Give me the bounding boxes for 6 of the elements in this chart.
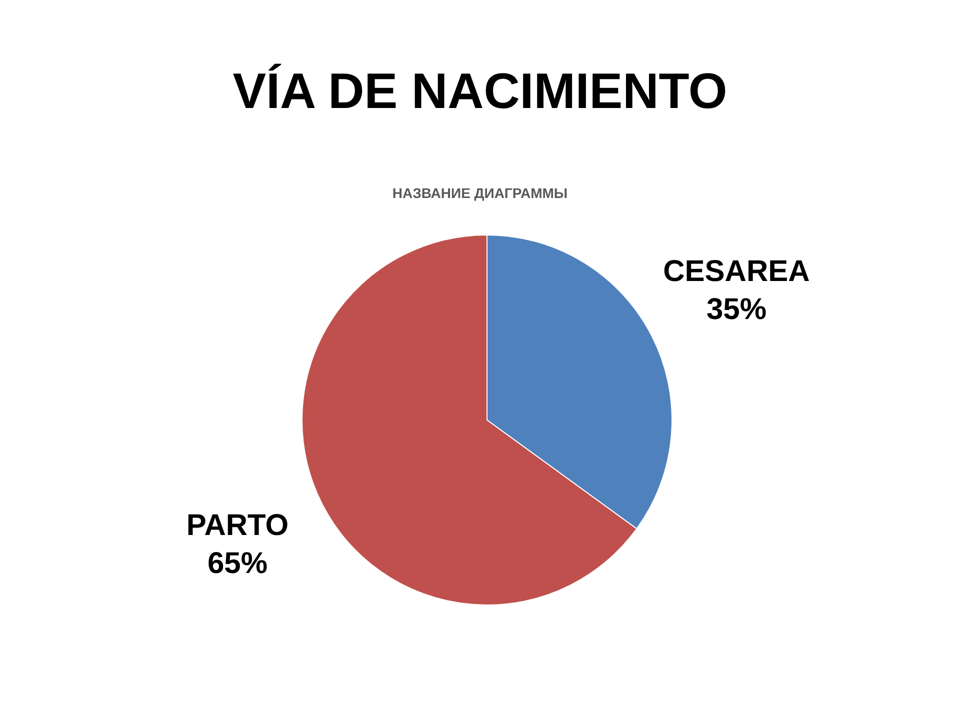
slice-label: CESAREA: [663, 254, 810, 288]
data-label: 65%: [207, 547, 268, 580]
chart-title: VÍA DE NACIMIENTO: [232, 63, 728, 119]
slice-label: PARTO: [186, 509, 289, 542]
data-label: 35%: [706, 292, 767, 326]
chart-subtitle: НАЗВАНИЕ ДИАГРАММЫ: [392, 185, 568, 201]
